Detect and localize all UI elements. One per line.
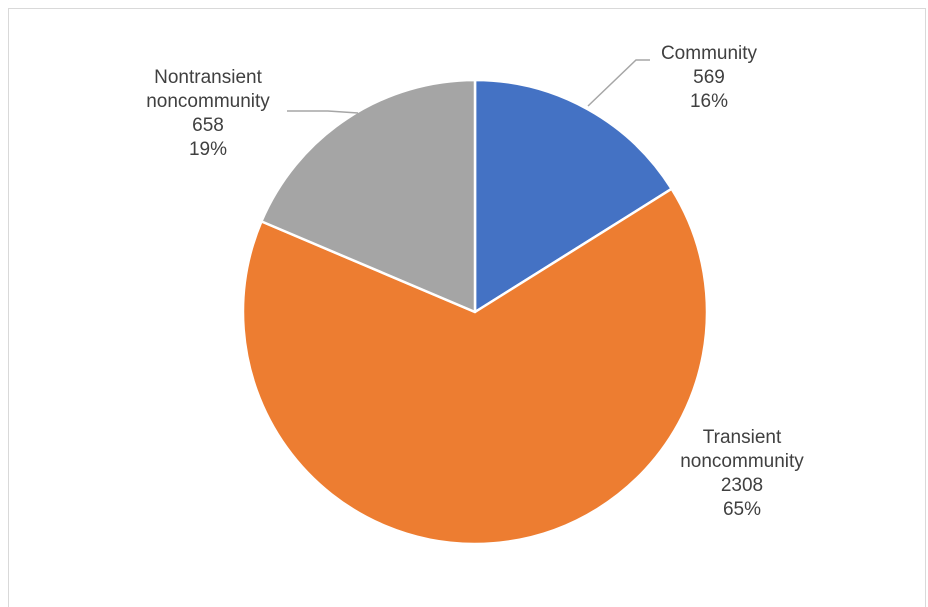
label-category: Nontransient (154, 67, 262, 88)
leader-line (587, 59, 650, 107)
leader-line (287, 110, 359, 114)
label-category: Transient (703, 427, 782, 448)
slice-nontransient-noncommunity (260, 78, 477, 314)
label-value: 2308 (721, 475, 763, 496)
slice-community (473, 78, 673, 314)
label-percent: 16% (690, 91, 728, 112)
label-percent: 19% (189, 139, 227, 160)
label-percent: 65% (723, 499, 761, 520)
label-nontransient-noncommunity: Nontransient noncommunity 658 19% (146, 67, 270, 160)
leader-lines (287, 59, 650, 114)
data-labels: Community 569 16% Transient noncommunity 2308… (146, 43, 804, 520)
slice-transient-noncommunity (241, 187, 709, 546)
label-category: noncommunity (680, 451, 804, 472)
label-category: Community (661, 43, 758, 64)
chart-border (8, 8, 926, 607)
label-value: 658 (192, 115, 224, 136)
label-value: 569 (693, 67, 725, 88)
label-community: Community 569 16% (661, 43, 758, 112)
label-transient-noncommunity: Transient noncommunity 2308 65% (680, 427, 804, 520)
pie-slices (241, 78, 709, 546)
label-category: noncommunity (146, 91, 270, 112)
